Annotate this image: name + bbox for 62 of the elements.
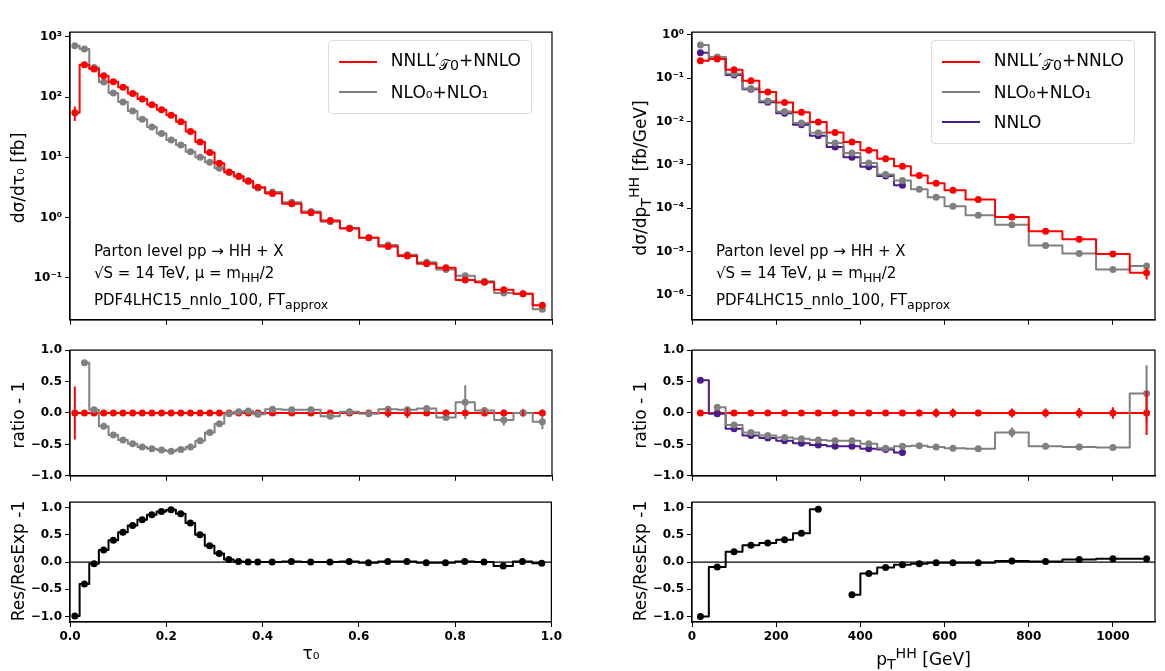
y-tick-label: 1.0	[40, 499, 62, 514]
x-tick-label: 0.4	[251, 629, 274, 644]
x-tick-label: 800	[1016, 629, 1042, 644]
legend-label: NNLL′$_{𝒯0}$+NNLO	[390, 49, 521, 75]
y-tick-label: 10⁻⁵	[655, 243, 684, 258]
y-tick-label: 10⁻⁶	[655, 287, 684, 302]
annotation: PDF4LHC15_nnlo_100, FT$_{approx}$	[716, 290, 951, 314]
x-tick-label: 200	[763, 629, 789, 644]
y-axis-title: dσ/dτ₀ [fb]	[8, 132, 28, 224]
y-tick-label: 10³	[40, 29, 62, 44]
x-tick-label: 0.0	[59, 629, 81, 644]
y-tick-label: −1.0	[652, 467, 684, 482]
y-tick-label: −1.0	[30, 467, 62, 482]
y-tick-label: 1.0	[662, 499, 684, 514]
y-tick-label: −0.5	[30, 436, 62, 451]
x-tick-label: 1000	[1096, 629, 1130, 644]
annotation: Parton level pp → HH + X	[716, 241, 907, 262]
y-tick-label: 1.0	[40, 342, 62, 357]
annotation: √S = 14 TeV, μ = m$_{HH}$/2	[716, 263, 898, 287]
y-tick-label: 0.0	[40, 554, 62, 569]
y-tick-label: 10⁰	[662, 26, 684, 41]
y-tick-label: 0.5	[40, 527, 62, 541]
x-tick-label: 0	[687, 629, 697, 644]
x-tick-label: 400	[847, 629, 873, 644]
legend-label: NNLO	[993, 112, 1042, 132]
y-tick-label: 0.0	[662, 554, 684, 569]
x-tick-label: 0.6	[348, 629, 370, 644]
x-axis-title: τ₀	[302, 642, 320, 664]
y-tick-label: 10⁻⁴	[655, 200, 684, 215]
y-tick-label: −1.0	[652, 608, 684, 623]
y-tick-label: 10²	[40, 89, 62, 104]
x-tick-label: 600	[932, 629, 958, 644]
y-tick-label: 0.0	[40, 405, 62, 420]
y-tick-label: 10⁻³	[655, 157, 684, 172]
x-tick-label: 1.0	[540, 629, 562, 644]
legend-label: NNLL′$_{𝒯0}$+NNLO	[993, 49, 1124, 75]
annotation: Parton level pp → HH + X	[94, 241, 285, 262]
y-tick-label: 0.5	[40, 373, 62, 388]
y-tick-label: 10⁰	[40, 209, 62, 224]
x-axis-title: p$_{T}$$^{HH}$ [GeV]	[876, 644, 971, 671]
y-tick-label: 0.5	[662, 527, 684, 541]
y-tick-label: −0.5	[30, 581, 62, 596]
legend-label: NLO₀+NLO₁	[390, 82, 489, 102]
y-axis-title: ratio - 1	[630, 381, 650, 449]
y-axis-title: ratio - 1	[8, 381, 28, 449]
y-tick-label: 10⁻¹	[33, 269, 62, 284]
annotation: PDF4LHC15_nnlo_100, FT$_{approx}$	[94, 290, 329, 314]
annotation: √S = 14 TeV, μ = m$_{HH}$/2	[94, 263, 276, 287]
y-tick-label: 10¹	[40, 149, 62, 164]
y-tick-label: 10⁻¹	[655, 70, 684, 85]
y-axis-title: Res/ResExp -1	[8, 500, 28, 622]
y-tick-label: −0.5	[652, 581, 684, 596]
y-tick-label: 10⁻²	[655, 113, 684, 128]
y-tick-label: −0.5	[652, 436, 684, 451]
x-tick-label: 0.8	[444, 629, 466, 644]
y-tick-label: 1.0	[662, 342, 684, 357]
y-tick-label: 0.5	[662, 373, 684, 388]
y-tick-label: −1.0	[30, 608, 62, 623]
legend-label: NLO₀+NLO₁	[993, 82, 1092, 102]
y-axis-title: Res/ResExp -1	[630, 500, 650, 622]
y-tick-label: 0.0	[662, 405, 684, 420]
x-tick-label: 0.2	[155, 629, 177, 644]
